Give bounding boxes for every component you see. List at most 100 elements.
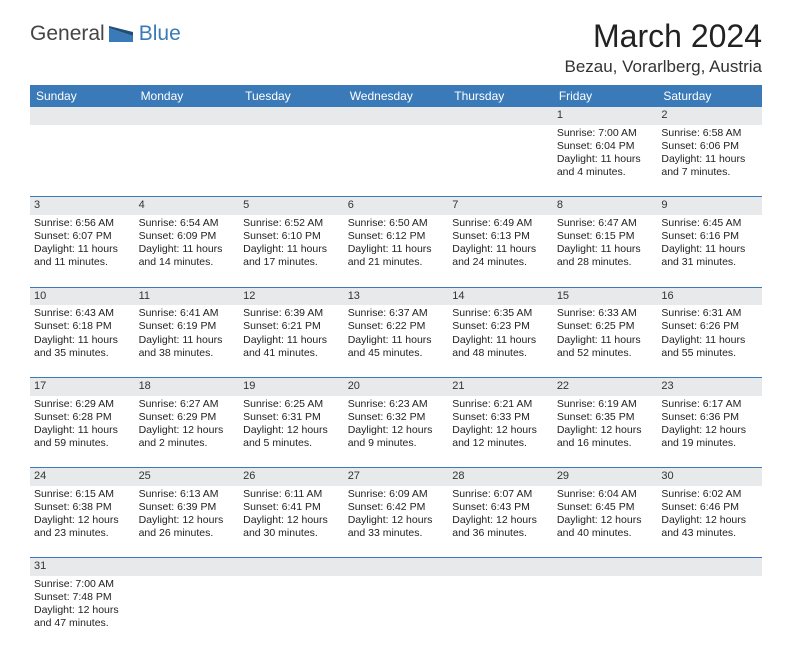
daylight-text: Daylight: 11 hours	[661, 243, 758, 256]
weekday-header: Friday	[553, 85, 658, 107]
day-detail-cell: Sunrise: 6:56 AMSunset: 6:07 PMDaylight:…	[30, 215, 135, 287]
day-number-cell: 12	[239, 287, 344, 305]
daylight-text: Daylight: 12 hours	[243, 424, 340, 437]
sunset-text: Sunset: 6:19 PM	[139, 320, 236, 333]
daylight-text-2: and 19 minutes.	[661, 437, 758, 450]
sunset-text: Sunset: 6:10 PM	[243, 230, 340, 243]
daynum-row: 3456789	[30, 197, 762, 215]
day-detail-cell: Sunrise: 6:35 AMSunset: 6:23 PMDaylight:…	[448, 305, 553, 377]
daynum-row: 17181920212223	[30, 377, 762, 395]
day-number-cell: 15	[553, 287, 658, 305]
day-number-cell: 26	[239, 468, 344, 486]
day-number-cell: 2	[657, 107, 762, 125]
daylight-text: Daylight: 12 hours	[139, 514, 236, 527]
day-detail-cell: Sunrise: 6:13 AMSunset: 6:39 PMDaylight:…	[135, 486, 240, 558]
daylight-text-2: and 5 minutes.	[243, 437, 340, 450]
daylight-text-2: and 7 minutes.	[661, 166, 758, 179]
sunset-text: Sunset: 7:48 PM	[34, 591, 131, 604]
sunset-text: Sunset: 6:32 PM	[348, 411, 445, 424]
daylight-text-2: and 24 minutes.	[452, 256, 549, 269]
sunrise-text: Sunrise: 6:15 AM	[34, 488, 131, 501]
sunset-text: Sunset: 6:07 PM	[34, 230, 131, 243]
sunset-text: Sunset: 6:35 PM	[557, 411, 654, 424]
daylight-text: Daylight: 12 hours	[661, 424, 758, 437]
daylight-text-2: and 11 minutes.	[34, 256, 131, 269]
day-detail-cell: Sunrise: 6:37 AMSunset: 6:22 PMDaylight:…	[344, 305, 449, 377]
sunrise-text: Sunrise: 7:00 AM	[557, 127, 654, 140]
day-detail-cell: Sunrise: 6:54 AMSunset: 6:09 PMDaylight:…	[135, 215, 240, 287]
weekday-header: Tuesday	[239, 85, 344, 107]
day-number-cell: 21	[448, 377, 553, 395]
daylight-text: Daylight: 12 hours	[34, 514, 131, 527]
daylight-text-2: and 45 minutes.	[348, 347, 445, 360]
detail-row: Sunrise: 6:29 AMSunset: 6:28 PMDaylight:…	[30, 396, 762, 468]
day-number-cell	[448, 558, 553, 576]
day-detail-cell	[344, 576, 449, 648]
sunrise-text: Sunrise: 6:02 AM	[661, 488, 758, 501]
sunrise-text: Sunrise: 6:29 AM	[34, 398, 131, 411]
sunrise-text: Sunrise: 6:39 AM	[243, 307, 340, 320]
sunrise-text: Sunrise: 6:35 AM	[452, 307, 549, 320]
sunset-text: Sunset: 6:29 PM	[139, 411, 236, 424]
day-detail-cell	[30, 125, 135, 197]
sunrise-text: Sunrise: 6:11 AM	[243, 488, 340, 501]
sunrise-text: Sunrise: 6:58 AM	[661, 127, 758, 140]
sunset-text: Sunset: 6:28 PM	[34, 411, 131, 424]
daylight-text: Daylight: 11 hours	[139, 243, 236, 256]
daylight-text: Daylight: 12 hours	[557, 514, 654, 527]
day-detail-cell: Sunrise: 6:31 AMSunset: 6:26 PMDaylight:…	[657, 305, 762, 377]
day-number-cell	[239, 107, 344, 125]
sunrise-text: Sunrise: 6:04 AM	[557, 488, 654, 501]
sunset-text: Sunset: 6:18 PM	[34, 320, 131, 333]
day-detail-cell: Sunrise: 6:04 AMSunset: 6:45 PMDaylight:…	[553, 486, 658, 558]
day-detail-cell: Sunrise: 6:25 AMSunset: 6:31 PMDaylight:…	[239, 396, 344, 468]
sunrise-text: Sunrise: 6:23 AM	[348, 398, 445, 411]
day-number-cell: 22	[553, 377, 658, 395]
day-number-cell: 24	[30, 468, 135, 486]
month-title: March 2024	[564, 18, 762, 55]
day-detail-cell: Sunrise: 6:58 AMSunset: 6:06 PMDaylight:…	[657, 125, 762, 197]
sunset-text: Sunset: 6:36 PM	[661, 411, 758, 424]
daylight-text-2: and 59 minutes.	[34, 437, 131, 450]
day-number-cell: 23	[657, 377, 762, 395]
daylight-text: Daylight: 11 hours	[34, 334, 131, 347]
sunset-text: Sunset: 6:06 PM	[661, 140, 758, 153]
daylight-text: Daylight: 12 hours	[661, 514, 758, 527]
day-detail-cell: Sunrise: 6:07 AMSunset: 6:43 PMDaylight:…	[448, 486, 553, 558]
day-number-cell: 29	[553, 468, 658, 486]
sunrise-text: Sunrise: 6:50 AM	[348, 217, 445, 230]
day-number-cell: 31	[30, 558, 135, 576]
detail-row: Sunrise: 7:00 AMSunset: 7:48 PMDaylight:…	[30, 576, 762, 648]
day-number-cell	[448, 107, 553, 125]
detail-row: Sunrise: 6:56 AMSunset: 6:07 PMDaylight:…	[30, 215, 762, 287]
day-number-cell: 1	[553, 107, 658, 125]
day-detail-cell: Sunrise: 6:15 AMSunset: 6:38 PMDaylight:…	[30, 486, 135, 558]
daylight-text-2: and 2 minutes.	[139, 437, 236, 450]
day-detail-cell	[135, 125, 240, 197]
daylight-text: Daylight: 11 hours	[34, 243, 131, 256]
daylight-text-2: and 36 minutes.	[452, 527, 549, 540]
daylight-text: Daylight: 11 hours	[139, 334, 236, 347]
day-detail-cell: Sunrise: 6:27 AMSunset: 6:29 PMDaylight:…	[135, 396, 240, 468]
daylight-text: Daylight: 11 hours	[661, 153, 758, 166]
daylight-text-2: and 40 minutes.	[557, 527, 654, 540]
day-number-cell: 4	[135, 197, 240, 215]
daylight-text-2: and 21 minutes.	[348, 256, 445, 269]
daylight-text: Daylight: 11 hours	[452, 243, 549, 256]
day-detail-cell: Sunrise: 6:49 AMSunset: 6:13 PMDaylight:…	[448, 215, 553, 287]
daylight-text: Daylight: 11 hours	[243, 243, 340, 256]
daylight-text: Daylight: 11 hours	[348, 334, 445, 347]
daylight-text-2: and 35 minutes.	[34, 347, 131, 360]
sunset-text: Sunset: 6:41 PM	[243, 501, 340, 514]
day-number-cell: 19	[239, 377, 344, 395]
sunset-text: Sunset: 6:39 PM	[139, 501, 236, 514]
day-detail-cell	[135, 576, 240, 648]
daylight-text: Daylight: 11 hours	[661, 334, 758, 347]
sunset-text: Sunset: 6:12 PM	[348, 230, 445, 243]
sunset-text: Sunset: 6:45 PM	[557, 501, 654, 514]
daylight-text: Daylight: 11 hours	[34, 424, 131, 437]
day-detail-cell: Sunrise: 6:09 AMSunset: 6:42 PMDaylight:…	[344, 486, 449, 558]
sunrise-text: Sunrise: 6:37 AM	[348, 307, 445, 320]
detail-row: Sunrise: 6:15 AMSunset: 6:38 PMDaylight:…	[30, 486, 762, 558]
sunset-text: Sunset: 6:31 PM	[243, 411, 340, 424]
